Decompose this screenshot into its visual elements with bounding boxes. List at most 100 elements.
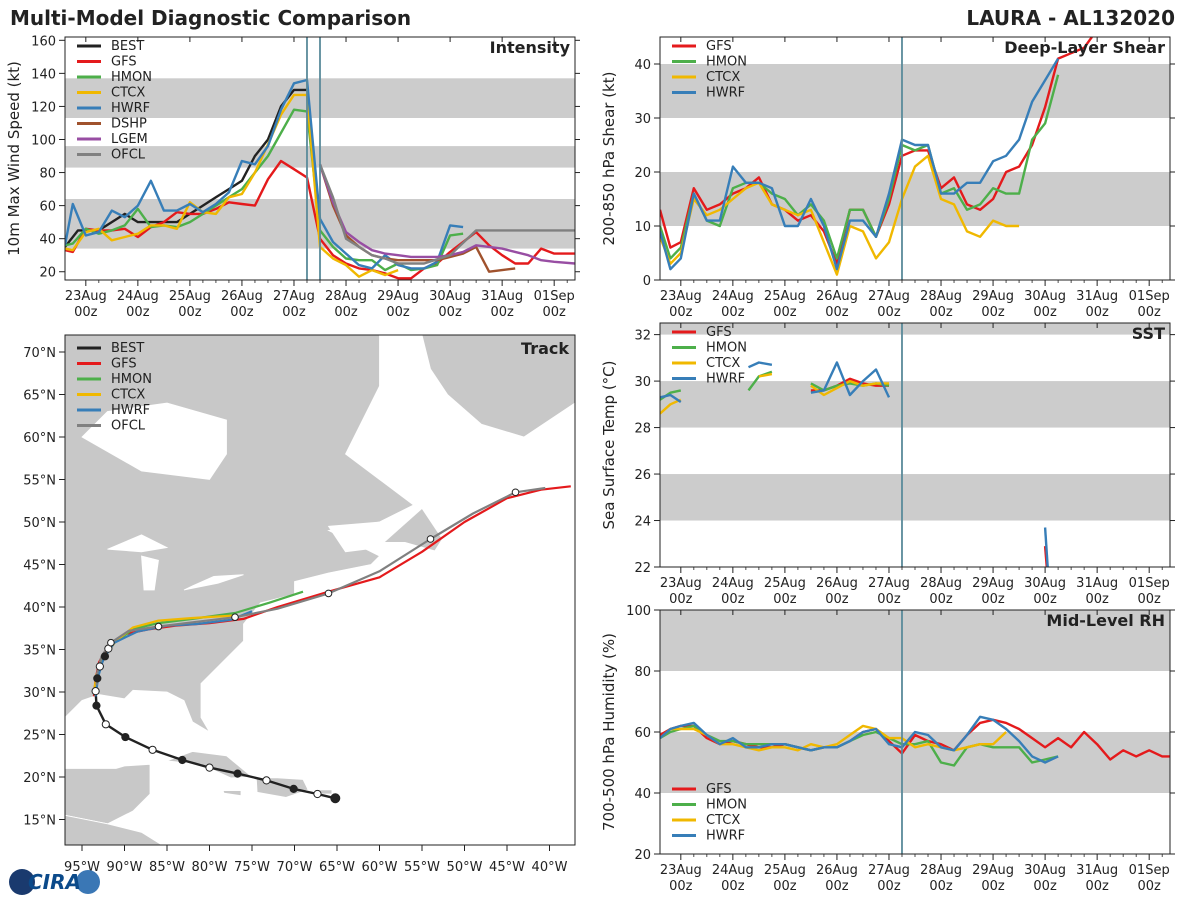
x-tick-label: 01Sep xyxy=(1129,576,1170,591)
series-line-ofcl xyxy=(318,163,575,265)
y-tick-label: 60 xyxy=(634,726,651,741)
y-tick-label: 22 xyxy=(634,561,651,576)
track-frame xyxy=(64,334,576,846)
x-tick-sublabel: 00z xyxy=(669,592,693,607)
x-tick-label: 27Aug xyxy=(868,863,910,878)
x-tick-label: 31Aug xyxy=(1076,289,1118,304)
x-tick-sublabel: 00z xyxy=(1137,592,1161,607)
lat-tick-label: 60°N xyxy=(23,431,56,446)
legend-label-ctcx: CTCX xyxy=(706,70,740,85)
y-tick-label: 24 xyxy=(634,515,651,530)
x-tick-label: 26Aug xyxy=(816,576,858,591)
x-tick-label: 01Sep xyxy=(1129,289,1170,304)
legend-label-hwrf: HWRF xyxy=(111,101,150,116)
track-legend-label-gfs: GFS xyxy=(111,357,137,372)
x-tick-sublabel: 00z xyxy=(438,305,462,320)
x-tick-label: 23Aug xyxy=(660,289,702,304)
best-track-point xyxy=(92,701,101,710)
intensity-ylabel: 10m Max Wind Speed (kt) xyxy=(5,61,23,256)
best-track-point xyxy=(100,652,110,661)
best-track-point xyxy=(262,776,271,785)
x-tick-label: 26Aug xyxy=(816,289,858,304)
lon-tick-label: 45°W xyxy=(489,860,525,875)
x-tick-sublabel: 00z xyxy=(929,879,953,894)
x-tick-sublabel: 00z xyxy=(825,305,849,320)
legend-label-best: BEST xyxy=(111,39,144,54)
x-tick-label: 26Aug xyxy=(816,863,858,878)
x-tick-label: 30Aug xyxy=(1024,289,1066,304)
sst-title: SST xyxy=(1132,324,1165,343)
shear-series-group xyxy=(660,37,1093,276)
central-america xyxy=(65,814,550,845)
x-tick-label: 29Aug xyxy=(972,289,1014,304)
x-tick-sublabel: 00z xyxy=(669,879,693,894)
legend-label-ctcx: CTCX xyxy=(706,813,740,828)
shear-panel: 23Aug00z24Aug00z25Aug00z26Aug00z27Aug00z… xyxy=(600,36,1175,320)
series-line-hwrf xyxy=(660,57,1060,271)
lon-tick-label: 50°W xyxy=(447,860,483,875)
legend-label-gfs: GFS xyxy=(706,325,732,340)
y-tick-label: 10 xyxy=(634,220,651,235)
y-tick-label: 20 xyxy=(39,266,56,281)
legend-label-dshp: DSHP xyxy=(111,117,147,132)
series-line-hwrf xyxy=(660,393,682,403)
wave-icon xyxy=(76,870,100,894)
legend-label-gfs: GFS xyxy=(706,782,732,797)
legend-label-gfs: GFS xyxy=(111,55,137,70)
rh-panel: 23Aug00z24Aug00z25Aug00z26Aug00z27Aug00z… xyxy=(600,604,1175,894)
x-tick-sublabel: 00z xyxy=(981,592,1005,607)
rh-ylabel: 700-500 hPa Humidity (%) xyxy=(600,633,618,831)
x-tick-label: 30Aug xyxy=(1024,863,1066,878)
lat-tick-label: 15°N xyxy=(23,814,56,829)
forecast-track-point xyxy=(426,535,435,543)
x-tick-sublabel: 00z xyxy=(542,305,566,320)
x-tick-sublabel: 00z xyxy=(981,879,1005,894)
y-tick-label: 26 xyxy=(634,468,651,483)
y-tick-label: 30 xyxy=(634,375,651,390)
series-line-ctcx xyxy=(65,93,399,278)
cira-logo: CIRA xyxy=(9,869,100,895)
storm-id: LAURA - AL132020 xyxy=(966,6,1175,30)
x-tick-sublabel: 00z xyxy=(825,879,849,894)
y-tick-label: 20 xyxy=(634,166,651,181)
x-tick-label: 30Aug xyxy=(429,289,471,304)
series-line-hwrf xyxy=(748,361,773,369)
x-tick-sublabel: 00z xyxy=(721,305,745,320)
sst-band xyxy=(660,474,1170,521)
track-legend-label-best: BEST xyxy=(111,341,144,356)
x-tick-label: 23Aug xyxy=(660,576,702,591)
sst-plot-bg xyxy=(660,323,1170,567)
great-lake-erie-ontario xyxy=(183,574,244,591)
track-legend-label-hmon: HMON xyxy=(111,372,152,387)
x-tick-sublabel: 00z xyxy=(1085,305,1109,320)
best-track-point xyxy=(289,784,298,794)
x-tick-sublabel: 00z xyxy=(1137,305,1161,320)
x-tick-sublabel: 00z xyxy=(877,305,901,320)
lat-tick-label: 45°N xyxy=(23,559,56,574)
sst-panel: 23Aug00z24Aug00z25Aug00z26Aug00z27Aug00z… xyxy=(600,322,1175,607)
intensity-panel: 23Aug00z24Aug00z25Aug00z26Aug00z27Aug00z… xyxy=(5,34,580,320)
y-tick-label: 40 xyxy=(39,233,56,248)
y-tick-label: 28 xyxy=(634,422,651,437)
best-track-point xyxy=(95,662,104,671)
y-tick-label: 100 xyxy=(31,133,56,148)
track-line-hwrf xyxy=(94,610,253,697)
x-tick-label: 24Aug xyxy=(712,576,754,591)
lat-tick-label: 50°N xyxy=(23,516,56,531)
x-tick-sublabel: 00z xyxy=(126,305,150,320)
series-line-ctcx xyxy=(660,154,1020,276)
x-tick-sublabel: 00z xyxy=(230,305,254,320)
best-track-point xyxy=(233,769,242,778)
rh-band xyxy=(660,732,1170,793)
x-tick-label: 27Aug xyxy=(868,289,910,304)
series-line-hmon xyxy=(660,724,1059,767)
series-line-ctcx xyxy=(810,379,889,397)
x-tick-label: 24Aug xyxy=(712,289,754,304)
intensity-series-group xyxy=(65,78,575,280)
y-tick-label: 0 xyxy=(643,274,651,289)
legend-label-lgem: LGEM xyxy=(111,132,148,147)
x-tick-sublabel: 00z xyxy=(282,305,306,320)
shear-band xyxy=(660,64,1170,118)
x-tick-sublabel: 00z xyxy=(1033,592,1057,607)
